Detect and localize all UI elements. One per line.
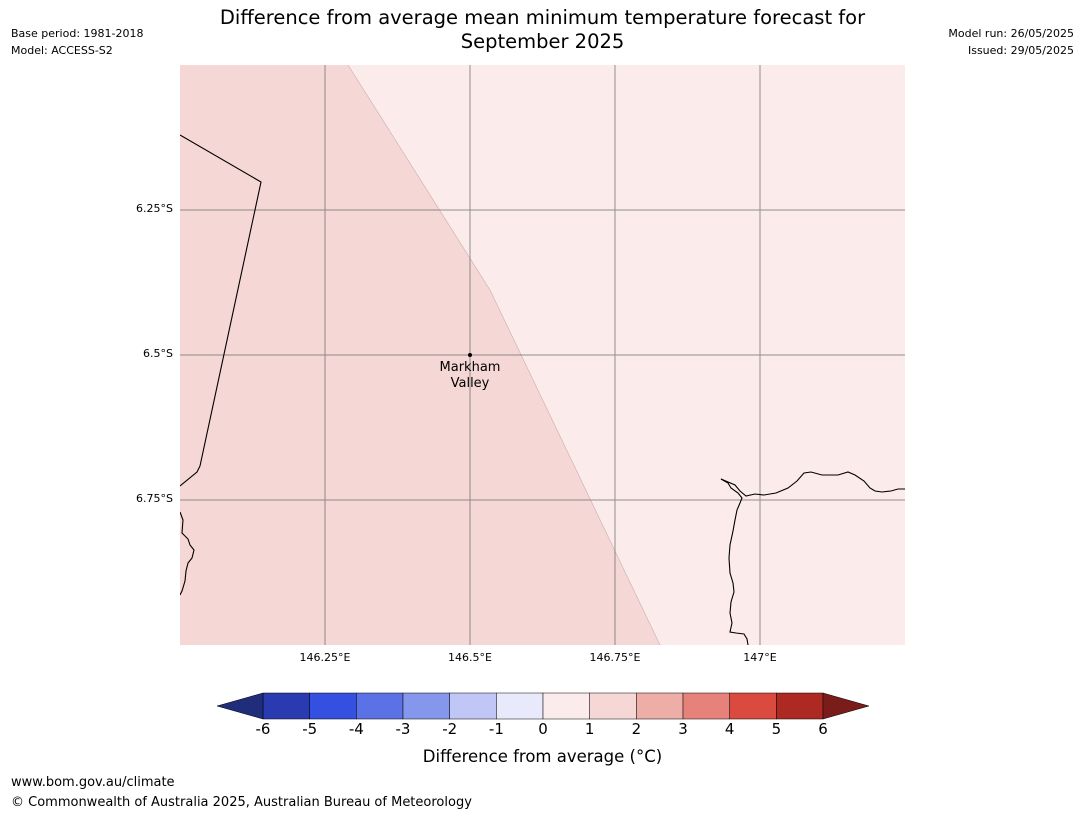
coastline-left (180, 511, 195, 596)
colorbar-cell (262, 692, 310, 720)
colorbar-cell (356, 692, 404, 720)
colorbar-tick-label: -5 (302, 720, 318, 738)
colorbar-cell (729, 692, 777, 720)
border-line-left (180, 134, 262, 487)
website-url[interactable]: www.bom.gov.au/climate (11, 775, 175, 790)
colorbar-cell (542, 692, 590, 720)
markham-valley-label: Markham Valley (410, 360, 530, 392)
colorbar-tick-label: -1 (488, 720, 504, 738)
colorbar-cell (496, 692, 544, 720)
lon-label-146.5: 146.5°E (448, 651, 492, 664)
model-run-text: Model run: 26/05/2025 (948, 27, 1074, 40)
lon-label-147: 147°E (743, 651, 777, 664)
base-period-text: Base period: 1981-2018 (11, 27, 144, 40)
colorbar-cell (309, 692, 357, 720)
lon-label-146.75: 146.75°E (589, 651, 641, 664)
colorbar-tick-label: 0 (538, 720, 548, 738)
map-title-line-1: Difference from average mean minimum tem… (219, 6, 866, 29)
colorbar-over-arrow (822, 692, 870, 720)
colorbar-tick-label: -4 (348, 720, 364, 738)
lon-label-146.25: 146.25°E (299, 651, 351, 664)
colorbar-tick-label: 6 (818, 720, 828, 738)
model-run-and-issued: Model run: 26/05/2025 Issued: 29/05/2025 (948, 25, 1074, 59)
colorbar-tick-label: -6 (255, 720, 271, 738)
colorbar-label: Difference from average (°C) (422, 747, 663, 766)
colorbar-tick-label: 3 (678, 720, 688, 738)
river-upper-right (720, 471, 905, 497)
place-name-line-2: Valley (450, 376, 490, 391)
colorbar-tick-label: 4 (724, 720, 735, 738)
colorbar-cell (449, 692, 497, 720)
base-period-and-model: Base period: 1981-2018 Model: ACCESS-S2 (11, 25, 143, 59)
map-title: Difference from average mean minimum tem… (160, 6, 925, 54)
colorbar-tick-label: 1 (584, 720, 595, 738)
colorbar-under-arrow (216, 692, 264, 720)
markham-valley-marker[interactable] (468, 353, 472, 357)
colorbar-cell (589, 692, 637, 720)
model-text: Model: ACCESS-S2 (11, 44, 113, 57)
colorbar-tick-label: -2 (442, 720, 458, 738)
colorbar-cell (402, 692, 450, 720)
colorbar-tick-label: 5 (771, 720, 782, 738)
colorbar-cell (776, 692, 824, 720)
colorbar-cell (636, 692, 684, 720)
lat-label-6.5: 6.5°S (143, 347, 173, 360)
colorbar-cells (262, 692, 824, 720)
issued-text: Issued: 29/05/2025 (967, 44, 1074, 57)
forecast-map[interactable] (180, 65, 905, 645)
lat-label-6.25: 6.25°S (136, 202, 173, 215)
place-name-line-1: Markham (439, 360, 501, 375)
colorbar (216, 692, 870, 720)
colorbar-tick-label: -3 (395, 720, 411, 738)
map-title-line-2: September 2025 (460, 30, 625, 53)
colorbar-tick-label: 2 (631, 720, 642, 738)
colorbar-cell (682, 692, 730, 720)
river-right (720, 478, 749, 645)
copyright-notice: © Commonwealth of Australia 2025, Austra… (11, 795, 472, 810)
region-boundary (347, 65, 661, 645)
lat-label-6.75: 6.75°S (136, 492, 173, 505)
